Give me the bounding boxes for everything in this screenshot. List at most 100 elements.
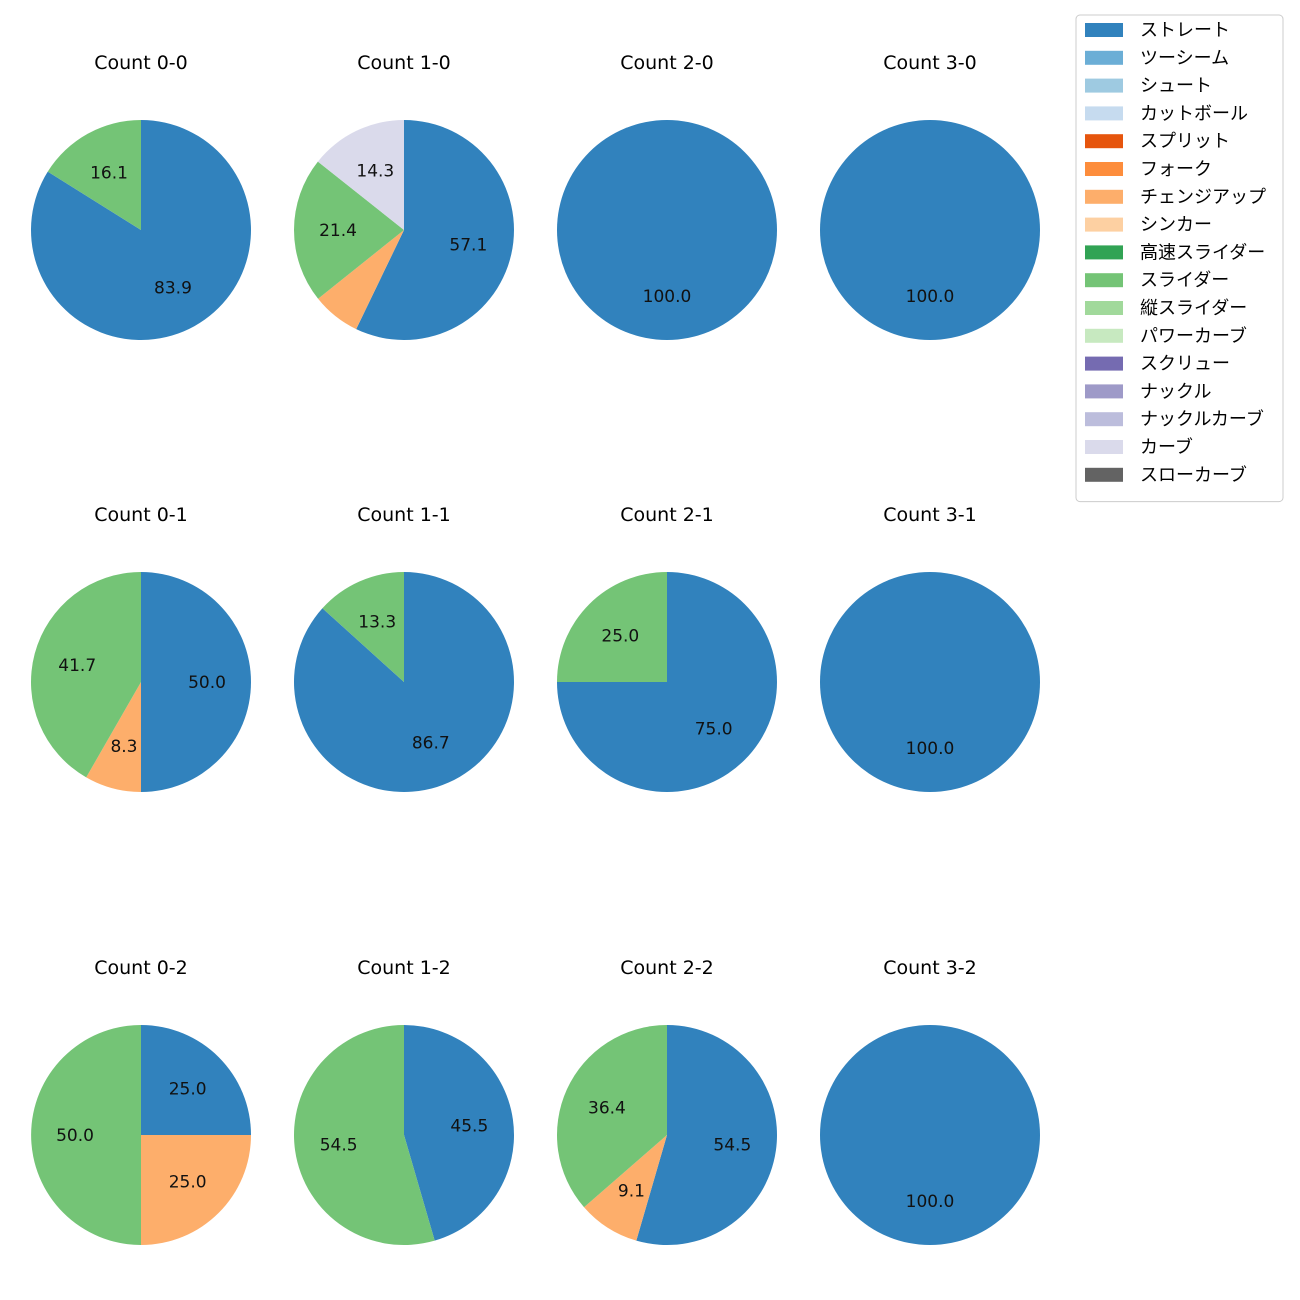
slice-label: 9.1 xyxy=(618,1182,645,1202)
slice-label: 41.7 xyxy=(58,656,96,676)
slice-label: 100.0 xyxy=(906,1192,955,1212)
legend-label: スローカーブ xyxy=(1140,464,1247,486)
legend-label: フォーク xyxy=(1140,159,1212,180)
pie-title: Count 1-1 xyxy=(357,504,451,526)
slice-label: 83.9 xyxy=(154,279,192,299)
pie-slice xyxy=(356,120,514,340)
legend-label: シンカー xyxy=(1140,215,1212,236)
pie-slice xyxy=(322,572,404,682)
pie-slice xyxy=(557,1025,667,1208)
slice-label: 75.0 xyxy=(695,720,733,740)
legend-label: カットボール xyxy=(1140,103,1248,124)
legend-label: ナックルカーブ xyxy=(1140,408,1264,430)
slice-label: 50.0 xyxy=(56,1126,94,1146)
slice-label: 25.0 xyxy=(601,626,639,646)
legend-swatch xyxy=(1085,217,1123,232)
slice-label: 100.0 xyxy=(906,739,955,759)
pie-slice xyxy=(557,120,777,340)
pie-count-3-0: Count 3-0 100.0 xyxy=(820,52,1040,340)
legend-label: ナックル xyxy=(1140,381,1211,402)
pie-count-0-0: Count 0-0 83.9 16.1 xyxy=(31,52,251,340)
pie-slice xyxy=(404,1025,515,1241)
pie-slice xyxy=(294,1025,435,1245)
pie-slice xyxy=(584,1135,667,1241)
legend-swatch xyxy=(1085,384,1123,399)
pie-count-2-2: Count 2-2 54.5 9.1 36.4 xyxy=(557,957,777,1245)
legend-label: スクリュー xyxy=(1140,354,1230,375)
legend-label: 縦スライダー xyxy=(1140,298,1247,319)
slice-label: 50.0 xyxy=(188,673,226,693)
slice-label: 57.1 xyxy=(449,236,487,256)
legend-label: ツーシーム xyxy=(1140,48,1229,69)
pie-count-0-2: Count 0-2 25.0 25.0 50.0 xyxy=(31,957,251,1245)
pie-title: Count 3-1 xyxy=(883,504,977,526)
pie-slice xyxy=(820,1025,1040,1245)
pie-slice xyxy=(141,1025,251,1135)
slice-label: 86.7 xyxy=(412,733,450,753)
legend-label: カーブ xyxy=(1140,436,1193,458)
pie-title: Count 2-0 xyxy=(620,52,714,74)
pie-count-3-2: Count 3-2 100.0 xyxy=(820,957,1040,1245)
slice-label: 8.3 xyxy=(110,737,137,757)
legend-label: パワーカーブ xyxy=(1140,325,1247,347)
slice-label: 100.0 xyxy=(906,287,955,307)
pie-count-1-2: Count 1-2 45.5 54.5 xyxy=(294,957,515,1245)
pie-count-2-1: Count 2-1 75.0 25.0 xyxy=(557,504,777,792)
legend-swatch xyxy=(1085,467,1123,482)
legend-swatch xyxy=(1085,23,1123,37)
pie-title: Count 0-0 xyxy=(94,52,188,74)
pie-title: Count 1-0 xyxy=(357,52,451,74)
legend-label: スライダー xyxy=(1140,270,1229,291)
pie-title: Count 0-1 xyxy=(94,504,188,526)
legend-label: シュート xyxy=(1140,76,1212,97)
legend-swatch xyxy=(1085,440,1123,454)
slice-label: 45.5 xyxy=(450,1117,488,1137)
pie-slice xyxy=(30,572,141,778)
pie-title: Count 3-0 xyxy=(883,52,977,74)
pie-slice xyxy=(636,1025,777,1245)
legend-swatch xyxy=(1085,301,1123,315)
legend-frame xyxy=(1075,14,1284,503)
pie-title: Count 2-2 xyxy=(620,957,714,979)
pie-title: Count 2-1 xyxy=(620,504,714,526)
legend-swatch xyxy=(1085,328,1123,343)
pie-title: Count 3-2 xyxy=(883,957,977,979)
pie-slice xyxy=(318,230,404,330)
legend-label: チェンジアップ xyxy=(1140,187,1266,208)
legend-swatch xyxy=(1085,356,1123,371)
pie-slice xyxy=(31,1025,141,1245)
legend-swatch xyxy=(1085,245,1123,260)
pie-slice xyxy=(820,572,1040,792)
legend-swatch xyxy=(1085,273,1123,288)
pie-title: Count 0-2 xyxy=(94,957,188,979)
legend-swatch xyxy=(1085,189,1123,204)
pie-count-1-0: Count 1-0 57.1 21.4 14.3 xyxy=(294,52,514,340)
pie-slice xyxy=(294,161,404,299)
pie-slice xyxy=(86,682,141,792)
pie-slice xyxy=(141,572,251,792)
legend-swatch xyxy=(1085,78,1123,93)
pie-count-3-1: Count 3-1 100.0 xyxy=(820,504,1040,792)
slice-label: 14.3 xyxy=(356,162,394,182)
legend-label: ストレート xyxy=(1140,20,1230,41)
slice-label: 36.4 xyxy=(588,1099,626,1119)
slice-label: 13.3 xyxy=(358,613,396,633)
pie-count-2-0: Count 2-0 100.0 xyxy=(557,52,777,340)
slice-label: 54.5 xyxy=(320,1135,358,1155)
slice-label: 16.1 xyxy=(90,163,128,183)
slice-label: 25.0 xyxy=(169,1173,207,1193)
pie-slice xyxy=(557,572,667,682)
slice-label: 100.0 xyxy=(643,287,692,307)
legend-swatch xyxy=(1085,106,1123,121)
legend-label: スプリット xyxy=(1140,131,1230,152)
legend-label: 高速スライダー xyxy=(1140,242,1265,263)
pie-count-0-1: Count 0-1 50.0 8.3 41.7 xyxy=(30,504,251,792)
pie-slice xyxy=(141,1135,251,1245)
slice-label: 25.0 xyxy=(169,1079,207,1099)
legend-swatch xyxy=(1085,412,1123,427)
pie-count-1-1: Count 1-1 86.7 13.3 xyxy=(294,504,515,792)
legend: ストレートツーシームシュートカットボールスプリットフォークチェンジアップシンカー… xyxy=(1075,14,1284,503)
pie-slice xyxy=(820,120,1040,340)
